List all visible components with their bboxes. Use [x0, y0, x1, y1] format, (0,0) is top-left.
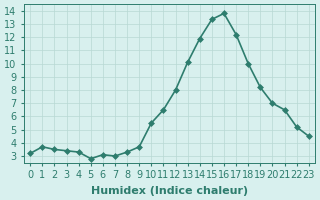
X-axis label: Humidex (Indice chaleur): Humidex (Indice chaleur): [91, 186, 248, 196]
